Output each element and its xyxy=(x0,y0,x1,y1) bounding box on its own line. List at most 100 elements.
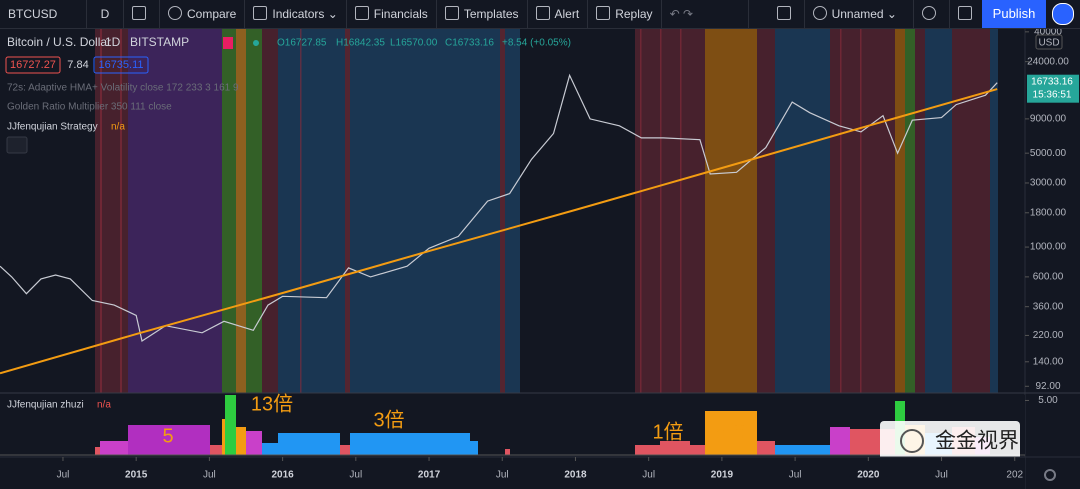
logo-flag xyxy=(223,37,233,49)
alert[interactable]: Alert xyxy=(528,0,589,28)
chart: 40000 24000.00 9000.00 5000.00 3000.00 1800.0… xyxy=(0,29,1080,489)
play-button[interactable] xyxy=(1052,3,1074,25)
legend-text: O16727.85 xyxy=(277,38,327,49)
layout[interactable]: Unnamed ⌄ xyxy=(805,0,914,28)
x-tick-label: Jul xyxy=(349,470,362,481)
fullscreen-box[interactable] xyxy=(769,0,805,28)
publish-button[interactable]: Publish xyxy=(982,0,1046,28)
y-tick-label: 24000.00 xyxy=(1027,56,1069,67)
histogram-block xyxy=(775,445,830,455)
histogram-block xyxy=(246,431,262,455)
price-line xyxy=(0,73,998,342)
x-tick-label: Jul xyxy=(789,470,802,481)
strategy-band xyxy=(990,29,998,393)
band-edge xyxy=(680,29,682,393)
watermark-logo xyxy=(900,429,924,453)
indicators[interactable]: Indicators ⌄ xyxy=(245,0,347,28)
ask: 16735.11 xyxy=(98,59,143,71)
legend-text: 1D xyxy=(105,35,121,49)
label: Alert xyxy=(554,7,580,21)
label: Unnamed xyxy=(831,7,884,21)
spread: 7.84 xyxy=(67,59,88,71)
settings[interactable] xyxy=(914,0,950,28)
band-edge xyxy=(860,29,862,393)
legend-text: BITSTAMP xyxy=(130,35,189,49)
interval[interactable]: D xyxy=(87,0,124,28)
strategy-band xyxy=(345,29,350,393)
replay[interactable]: Replay xyxy=(588,0,662,28)
x-tick-label: 2015 xyxy=(125,470,148,481)
x-tick-label: Jul xyxy=(496,470,509,481)
strategy-name: JJfenqujian Strategy xyxy=(7,122,98,133)
label: Templates xyxy=(463,7,519,21)
y-tick-label: 92.00 xyxy=(1035,381,1060,392)
countdown: 15:36:51 xyxy=(1033,89,1072,100)
strategy-band xyxy=(500,29,505,393)
legend-text: C16733.16 xyxy=(445,38,494,49)
status-dot xyxy=(253,40,259,46)
strategy-band xyxy=(350,29,500,393)
legend-text: H16842.35 xyxy=(336,38,385,49)
strategy-band xyxy=(705,29,757,393)
expand[interactable] xyxy=(950,0,986,28)
bid: 16727.27 xyxy=(10,59,56,71)
histogram-block xyxy=(705,411,757,455)
strategy-band xyxy=(262,29,278,393)
histogram-block xyxy=(128,425,210,455)
undo-redo[interactable]: ↶ ↷ xyxy=(662,0,749,28)
collapse-button[interactable] xyxy=(6,136,28,154)
x-tick-label: 2019 xyxy=(711,470,734,481)
x-tick-label: 2016 xyxy=(271,470,294,481)
strategy-status: n/a xyxy=(111,122,125,133)
x-tick-label: Jul xyxy=(935,470,948,481)
x-tick-label: 202 xyxy=(1006,470,1023,481)
currency: USD xyxy=(1038,38,1059,49)
symbol[interactable]: BTCUSD xyxy=(0,0,87,28)
histogram-block xyxy=(100,441,128,455)
strategy-band xyxy=(236,29,246,393)
histogram-block xyxy=(660,441,690,455)
band-edge xyxy=(640,29,642,393)
currency-box xyxy=(1035,34,1063,50)
indicator-legend: Golden Ratio Multiplier 350 111 close xyxy=(7,102,172,113)
label: Financials xyxy=(373,7,428,21)
y-tick-label: 5000.00 xyxy=(1030,148,1067,159)
annotation: 8倍 xyxy=(715,420,746,443)
price-tag-value: 16733.16 xyxy=(1031,76,1073,87)
templates[interactable]: Templates xyxy=(437,0,528,28)
legend-text: L16570.00 xyxy=(390,38,438,49)
strategy-band xyxy=(278,29,345,393)
annotation: 5 xyxy=(162,425,173,447)
y-tick-label: 40000 xyxy=(1034,29,1062,37)
y-tick-label: 3000.00 xyxy=(1030,178,1067,189)
financials[interactable]: Financials xyxy=(347,0,437,28)
strategy-band xyxy=(775,29,830,393)
annotation: 3倍 xyxy=(373,408,404,431)
strategy-band xyxy=(505,29,520,393)
chart-style[interactable] xyxy=(124,0,160,28)
band-edge xyxy=(300,29,302,393)
price-axis xyxy=(1025,29,1080,489)
annotation: 1倍 xyxy=(652,420,683,443)
histogram-block xyxy=(278,433,340,455)
label: Compare xyxy=(187,7,237,21)
watermark: 金金视界 xyxy=(935,430,1019,453)
legend-text: Bitcoin / U.S. Dollar xyxy=(7,35,111,49)
histogram-block xyxy=(222,419,225,455)
histogram-block xyxy=(470,441,478,455)
golden-ratio-line xyxy=(0,88,998,375)
y-tick-label: 1000.00 xyxy=(1030,242,1067,253)
x-tick-label: Jul xyxy=(203,470,216,481)
label: Indicators xyxy=(272,7,325,21)
lower-pane-name: JJfenqujian zhuzi xyxy=(7,400,84,411)
band-edge xyxy=(660,29,662,393)
histogram-block xyxy=(262,443,278,455)
strategy-band xyxy=(635,29,705,393)
strategy-band xyxy=(830,29,895,393)
band-edge xyxy=(120,29,122,393)
lower-pane-status: n/a xyxy=(97,400,111,411)
histogram-block xyxy=(340,445,350,455)
strategy-band xyxy=(952,29,990,393)
x-tick-label: 2017 xyxy=(418,470,441,481)
compare[interactable]: Compare xyxy=(160,0,246,28)
